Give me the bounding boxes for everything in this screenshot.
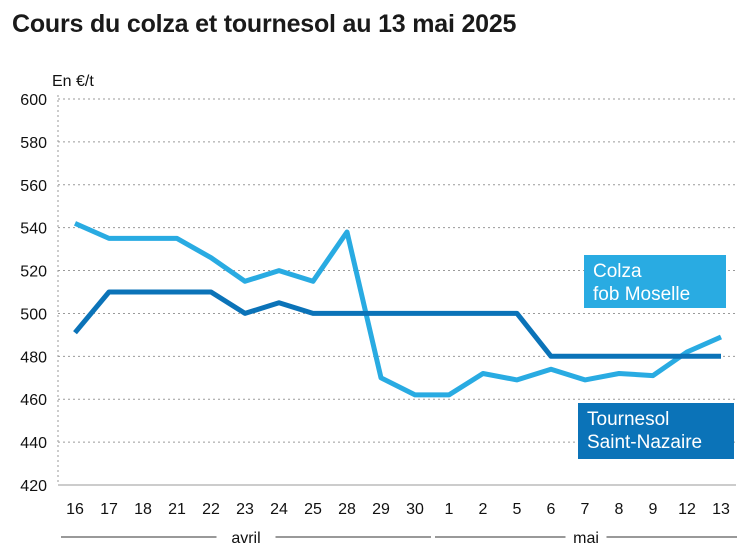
month-label: avril bbox=[231, 530, 260, 547]
series-label-text: Colza bbox=[593, 261, 642, 282]
x-tick-label: 7 bbox=[581, 501, 590, 518]
month-axis: avril mai bbox=[61, 530, 737, 547]
x-tick-label: 17 bbox=[100, 501, 118, 518]
series-line-2 bbox=[73, 289, 721, 359]
y-tick-label: 460 bbox=[20, 392, 47, 409]
y-tick-label: 540 bbox=[20, 221, 47, 238]
x-tick-label: 5 bbox=[513, 501, 522, 518]
y-axis-unit: En €/t bbox=[52, 73, 94, 90]
x-tick-label: 28 bbox=[338, 501, 356, 518]
x-tick-label: 23 bbox=[236, 501, 254, 518]
x-tick-label: 18 bbox=[134, 501, 152, 518]
x-tick-label: 12 bbox=[678, 501, 696, 518]
x-tick-label: 13 bbox=[712, 501, 730, 518]
x-tick-label: 22 bbox=[202, 501, 220, 518]
series-label-text: Saint-Nazaire bbox=[587, 432, 702, 453]
x-tick-label: 21 bbox=[168, 501, 186, 518]
x-tick-label: 29 bbox=[372, 501, 390, 518]
y-tick-label: 440 bbox=[20, 435, 47, 452]
x-tick-label: 9 bbox=[649, 501, 658, 518]
chart-title: Cours du colza et tournesol au 13 mai 20… bbox=[12, 10, 517, 38]
x-tick-label: 1 bbox=[445, 501, 454, 518]
y-tick-label: 520 bbox=[20, 264, 47, 281]
y-tick-label: 560 bbox=[20, 178, 47, 195]
series-label-box bbox=[584, 255, 726, 308]
x-tick-label: 30 bbox=[406, 501, 424, 518]
y-tick-label: 500 bbox=[20, 306, 47, 323]
series-line-1 bbox=[73, 221, 723, 398]
x-tick-label: 2 bbox=[479, 501, 488, 518]
y-tick-label: 420 bbox=[20, 478, 47, 495]
x-axis-ticks: 16 17 18 21 22 23 24 25 28 29 30 1 2 5 6 7 8 9 12 13 bbox=[66, 501, 730, 518]
y-axis-ticks: 420 440 460 480 500 520 540 560 580 600 bbox=[20, 92, 47, 495]
series-label-box bbox=[578, 403, 734, 459]
month-label: mai bbox=[573, 530, 599, 547]
series-label-text: fob Moselle bbox=[593, 284, 690, 305]
y-tick-label: 600 bbox=[20, 92, 47, 109]
x-tick-label: 16 bbox=[66, 501, 84, 518]
x-tick-label: 24 bbox=[270, 501, 288, 518]
y-tick-label: 480 bbox=[20, 349, 47, 366]
x-tick-label: 25 bbox=[304, 501, 322, 518]
x-tick-label: 8 bbox=[615, 501, 624, 518]
series-label-text: Tournesol bbox=[587, 409, 669, 430]
y-tick-label: 580 bbox=[20, 135, 47, 152]
x-tick-label: 6 bbox=[547, 501, 556, 518]
series-lines bbox=[73, 221, 723, 398]
